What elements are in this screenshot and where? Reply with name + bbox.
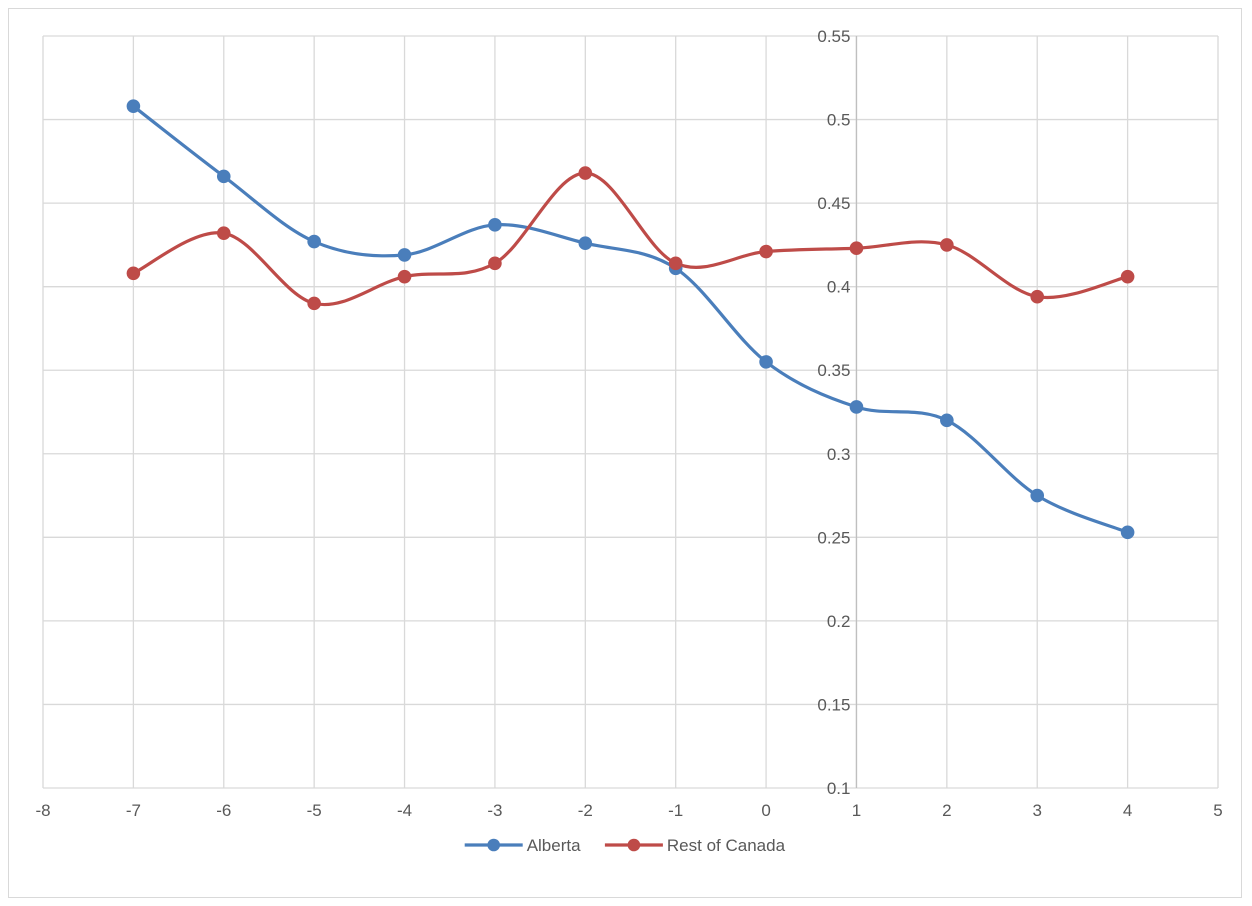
y-tick-label: 0.5 [827,111,851,130]
legend: Alberta Rest of Canada [464,836,786,855]
data-point-rest-of-canada [578,166,593,180]
y-tick-label: 0.2 [827,612,851,631]
data-point-alberta [307,234,321,249]
y-tick-label: 0.4 [827,278,851,297]
series-markers [126,99,1135,540]
x-tick-label: -3 [487,801,502,820]
legend-label: Rest of Canada [667,836,786,855]
data-point-rest-of-canada [488,256,502,271]
data-point-alberta [578,236,593,251]
legend-marker-alberta [487,838,501,852]
data-point-rest-of-canada [940,238,954,252]
legend-item-rest-of-canada: Rest of Canada [604,836,786,855]
series-lines [131,104,1130,534]
data-point-rest-of-canada [849,241,864,256]
y-tick-labels: 0.1 0.15 0.2 0.25 0.3 0.35 0.4 0.45 0.5 0.55 [817,27,850,798]
data-point-alberta [940,413,954,428]
legend-marker-rest-of-canada [627,838,641,852]
data-point-rest-of-canada [759,244,773,259]
data-point-rest-of-canada [397,269,412,284]
x-tick-label: 5 [1213,801,1222,820]
y-tick-label: 0.3 [827,445,851,464]
gridlines [42,35,1219,789]
x-tick-label: 0 [761,801,770,820]
data-point-alberta [488,218,502,232]
x-tick-label: -5 [307,801,322,820]
y-tick-label: 0.15 [817,695,850,714]
y-tick-label: 0.1 [827,779,851,798]
x-tick-label: -7 [126,801,141,820]
x-tick-label: -1 [668,801,683,820]
y-tick-label: 0.35 [817,361,850,380]
data-point-rest-of-canada [668,256,683,271]
data-point-alberta [397,248,412,262]
data-point-rest-of-canada [1030,289,1045,304]
data-point-rest-of-canada [126,266,141,281]
series-line-rest-of-canada [131,171,1130,307]
data-point-rest-of-canada [216,226,231,240]
series-line-alberta [131,104,1130,534]
legend-item-alberta: Alberta [464,836,581,855]
data-point-alberta [1030,488,1045,503]
y-tick-label: 0.45 [817,194,850,213]
x-tick-labels: -8 -7 -6 -5 -4 -3 -2 -1 0 1 2 3 4 5 [35,801,1222,820]
chart-border [8,8,1242,898]
x-tick-label: 3 [1032,801,1041,820]
x-tick-label: 4 [1123,801,1132,820]
x-tick-label: -8 [35,801,50,820]
x-tick-label: -2 [578,801,593,820]
x-tick-label: 2 [942,801,951,820]
y-tick-label: 0.55 [817,27,850,46]
x-tick-label: -6 [216,801,231,820]
x-tick-label: 1 [852,801,861,820]
legend-label: Alberta [527,836,581,855]
data-point-alberta [759,355,773,369]
y-tick-label: 0.25 [817,528,850,547]
data-point-alberta [216,169,231,184]
data-point-alberta [1120,525,1135,540]
x-tick-label: -4 [397,801,412,820]
data-point-alberta [849,400,864,414]
data-point-alberta [126,99,141,113]
data-point-rest-of-canada [1120,269,1135,284]
data-point-rest-of-canada [307,296,321,311]
